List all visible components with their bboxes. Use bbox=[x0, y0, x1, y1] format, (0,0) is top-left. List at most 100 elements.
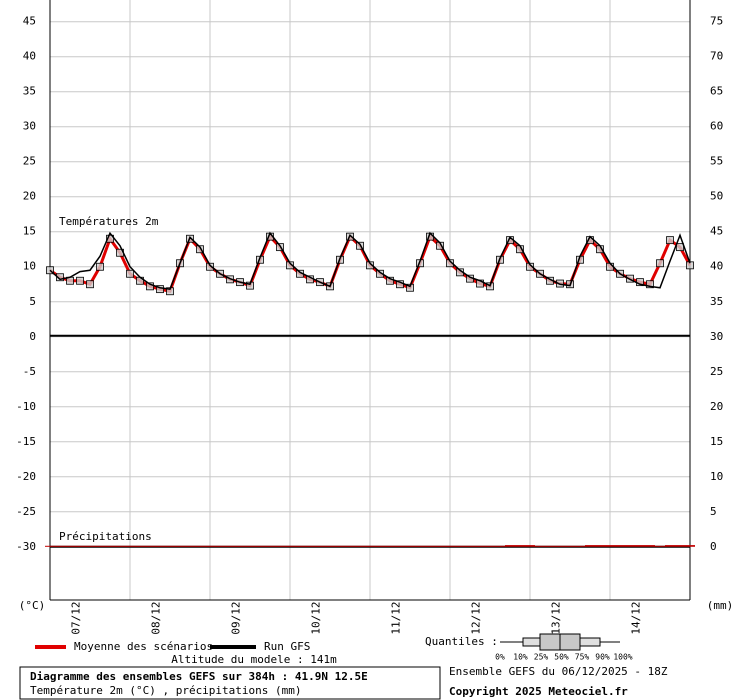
precip-bar bbox=[255, 545, 265, 547]
precip-bar bbox=[135, 545, 145, 547]
precip-bar bbox=[395, 545, 405, 547]
quantile-label: 10% bbox=[513, 653, 528, 662]
precip-bar bbox=[405, 545, 415, 547]
quantile-label: 50% bbox=[554, 653, 569, 662]
precip-bar bbox=[115, 545, 125, 547]
y2-tick-label: 50 bbox=[710, 190, 723, 203]
quantile-label: 75% bbox=[575, 653, 590, 662]
y2-tick-label: 55 bbox=[710, 155, 723, 168]
ensemble-box bbox=[156, 285, 164, 294]
precip-bar bbox=[235, 545, 245, 547]
ensemble-box bbox=[86, 280, 94, 289]
x-tick-label: 13/12 bbox=[550, 601, 563, 634]
y-tick-label: -5 bbox=[23, 365, 36, 378]
y-tick-label: -30 bbox=[16, 540, 36, 553]
y-tick-label: 20 bbox=[23, 190, 36, 203]
precip-bar bbox=[415, 545, 425, 547]
precip-bar bbox=[205, 545, 215, 547]
precip-bar bbox=[345, 545, 355, 547]
quantile-label: 90% bbox=[595, 653, 610, 662]
legend-label: Run GFS bbox=[264, 640, 310, 653]
series-line bbox=[49, 231, 691, 290]
quantiles-title: Quantiles : bbox=[425, 635, 498, 648]
precip-bar bbox=[515, 545, 525, 547]
precip-bar bbox=[335, 545, 345, 547]
x-tick-label: 08/12 bbox=[150, 601, 163, 634]
precip-bar bbox=[455, 545, 465, 547]
ensemble-box bbox=[126, 269, 134, 278]
precip-bar bbox=[295, 545, 305, 547]
y2-tick-label: 65 bbox=[710, 85, 723, 98]
ensemble-box bbox=[76, 276, 84, 285]
y-tick-label: 35 bbox=[23, 85, 36, 98]
precip-bar bbox=[365, 545, 375, 547]
precip-bar bbox=[45, 545, 55, 547]
quantile-legend bbox=[500, 633, 620, 651]
precip-bar bbox=[195, 545, 205, 547]
precip-bar bbox=[425, 545, 435, 547]
precip-bar bbox=[605, 545, 615, 547]
y-tick-label: 45 bbox=[23, 15, 36, 28]
y2-tick-label: 0 bbox=[710, 540, 717, 553]
precip-bar bbox=[385, 545, 395, 547]
y2-tick-label: 5 bbox=[710, 505, 717, 518]
ensemble-box bbox=[386, 276, 394, 285]
ensemble-box bbox=[206, 262, 214, 271]
ensemble-box bbox=[676, 243, 684, 252]
x-tick-label: 12/12 bbox=[470, 601, 483, 634]
precip-bar bbox=[165, 545, 175, 547]
precip-bar bbox=[175, 545, 185, 547]
precip-bar bbox=[245, 545, 255, 547]
precip-bar bbox=[545, 545, 555, 547]
precip-bar bbox=[85, 545, 95, 547]
y2-tick-label: 25 bbox=[710, 365, 723, 378]
y2-tick-label: 60 bbox=[710, 120, 723, 133]
y-tick-label: 5 bbox=[29, 295, 36, 308]
x-tick-label: 09/12 bbox=[230, 601, 243, 634]
precip-bar bbox=[655, 545, 665, 547]
precip-bar bbox=[125, 545, 135, 547]
precip-bar bbox=[685, 545, 695, 547]
copyright: Copyright 2025 Meteociel.fr bbox=[449, 685, 628, 698]
precip-bar bbox=[55, 545, 65, 547]
precip-bar bbox=[375, 545, 385, 547]
precip-bar bbox=[305, 545, 315, 547]
y-tick-label: -10 bbox=[16, 400, 36, 413]
precip-bar bbox=[665, 545, 675, 547]
subtitle: Température 2m (°C) , précipitations (mm… bbox=[30, 684, 302, 697]
precip-bar bbox=[475, 545, 485, 547]
y2-tick-label: 45 bbox=[710, 225, 723, 238]
precip-bar bbox=[75, 545, 85, 547]
precip-bar bbox=[275, 545, 285, 547]
ensemble-box bbox=[196, 245, 204, 254]
y-tick-label: 40 bbox=[23, 50, 36, 63]
ensemble-box bbox=[656, 259, 664, 268]
ensemble-box bbox=[646, 280, 654, 289]
precip-bar bbox=[595, 545, 605, 547]
precip-bar bbox=[625, 545, 635, 547]
precip-bar bbox=[465, 545, 475, 547]
run-info: Ensemble GEFS du 06/12/2025 - 18Z bbox=[449, 665, 668, 678]
precip-bar bbox=[325, 545, 335, 547]
precip-bar bbox=[505, 545, 515, 547]
ensemble-box bbox=[96, 262, 104, 271]
altitude: Altitude du modele : 141m bbox=[171, 653, 337, 666]
y-tick-label: 30 bbox=[23, 120, 36, 133]
ensemble-box bbox=[666, 236, 674, 245]
precip-bar bbox=[225, 545, 235, 547]
y2-tick-label: 35 bbox=[710, 295, 723, 308]
y-tick-label: -15 bbox=[16, 435, 36, 448]
y2-tick-label: 40 bbox=[710, 260, 723, 273]
title: Diagramme des ensembles GEFS sur 384h : … bbox=[30, 670, 368, 683]
precip-bar bbox=[615, 545, 625, 547]
precip-bar bbox=[155, 545, 165, 547]
precip-bar bbox=[585, 545, 595, 547]
quantile-label: 100% bbox=[613, 653, 632, 662]
precip-bar bbox=[315, 545, 325, 547]
y-tick-label: 10 bbox=[23, 260, 36, 273]
y-tick-label: 25 bbox=[23, 155, 36, 168]
y-label: (°C) bbox=[19, 599, 46, 612]
x-tick-label: 14/12 bbox=[630, 601, 643, 634]
y2-label: (mm) bbox=[707, 599, 734, 612]
precip-bar bbox=[265, 545, 275, 547]
